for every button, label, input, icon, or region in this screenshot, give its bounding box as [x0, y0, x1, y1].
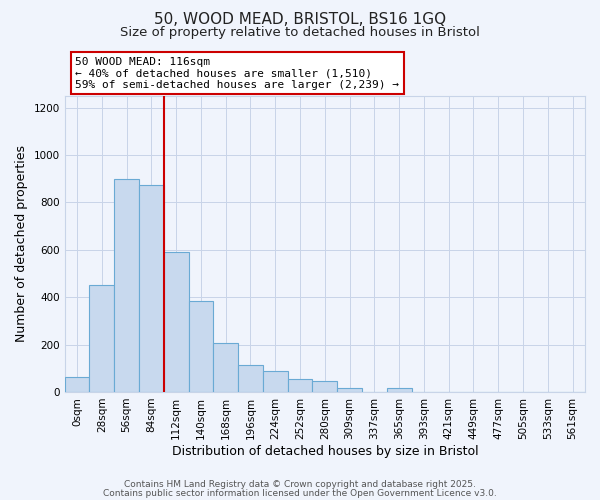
Bar	[214, 344, 238, 392]
Y-axis label: Number of detached properties: Number of detached properties	[15, 146, 28, 342]
Bar	[263, 372, 287, 392]
Text: 50 WOOD MEAD: 116sqm
← 40% of detached houses are smaller (1,510)
59% of semi-de: 50 WOOD MEAD: 116sqm ← 40% of detached h…	[75, 57, 399, 90]
Text: Contains public sector information licensed under the Open Government Licence v3: Contains public sector information licen…	[103, 488, 497, 498]
Bar	[188, 301, 214, 392]
Bar	[65, 376, 89, 392]
Text: 50, WOOD MEAD, BRISTOL, BS16 1GQ: 50, WOOD MEAD, BRISTOL, BS16 1GQ	[154, 12, 446, 28]
Bar	[287, 379, 313, 392]
X-axis label: Distribution of detached houses by size in Bristol: Distribution of detached houses by size …	[172, 444, 478, 458]
Bar	[89, 286, 114, 392]
Text: Contains HM Land Registry data © Crown copyright and database right 2025.: Contains HM Land Registry data © Crown c…	[124, 480, 476, 489]
Bar	[387, 388, 412, 392]
Text: Size of property relative to detached houses in Bristol: Size of property relative to detached ho…	[120, 26, 480, 39]
Bar	[238, 364, 263, 392]
Bar	[337, 388, 362, 392]
Bar	[139, 184, 164, 392]
Bar	[114, 179, 139, 392]
Bar	[313, 381, 337, 392]
Bar	[164, 252, 188, 392]
